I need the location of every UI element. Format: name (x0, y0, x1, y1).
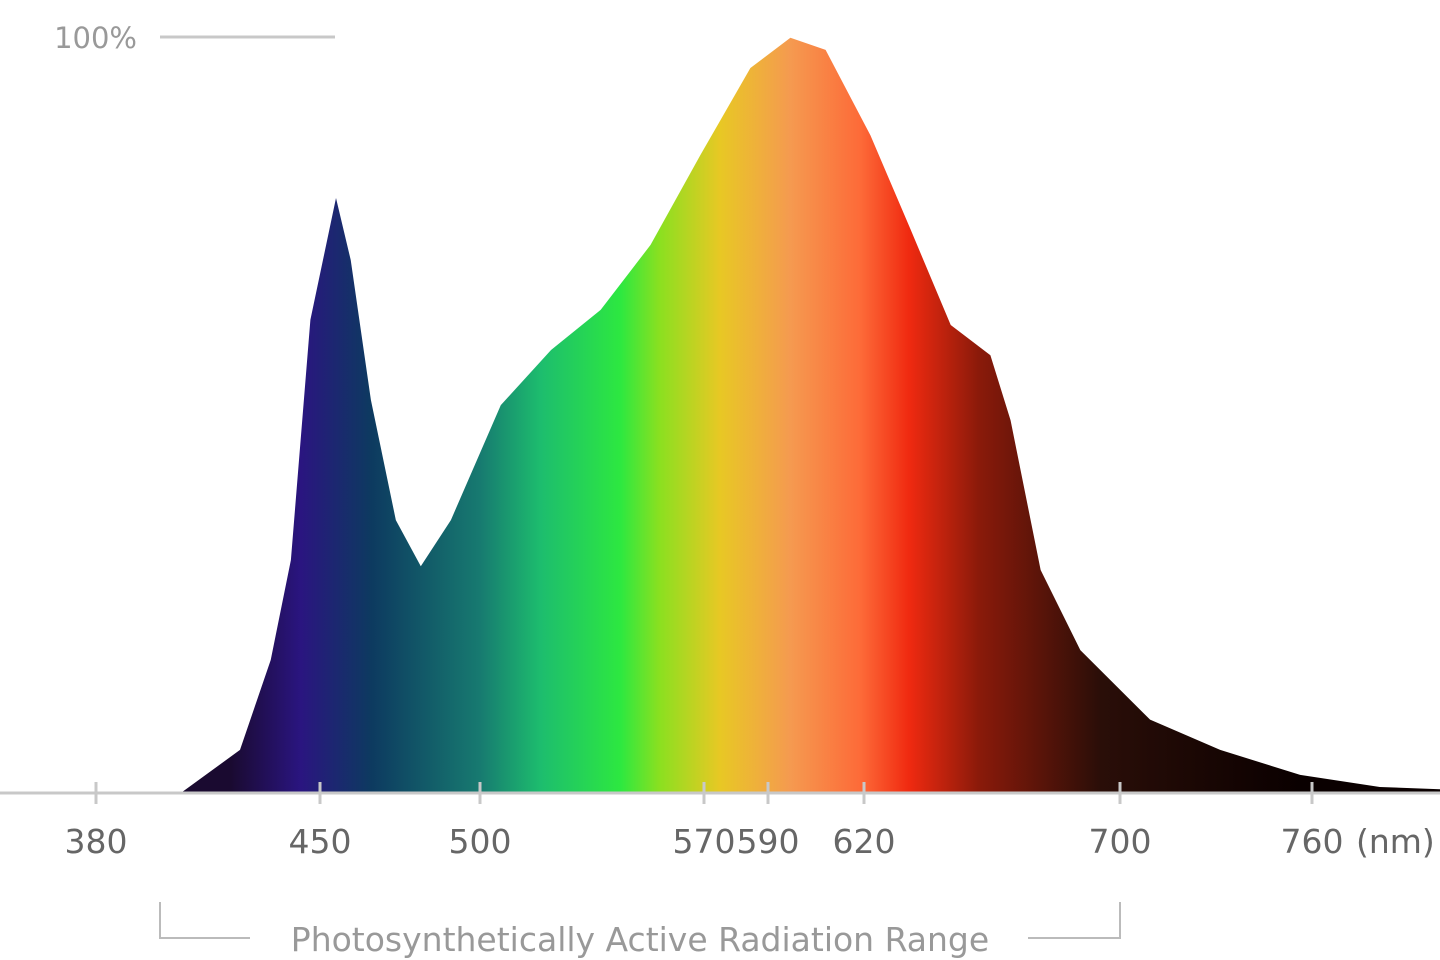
y-tick-label: 100% (54, 21, 137, 55)
x-tick-label: 570 (673, 822, 736, 861)
range-label: Photosynthetically Active Radiation Rang… (291, 920, 989, 959)
x-tick-label: 760 (1281, 822, 1344, 861)
x-tick-label: 450 (289, 822, 352, 861)
x-tick-label: 590 (737, 822, 800, 861)
x-tick-label: 700 (1089, 822, 1152, 861)
x-tick-label: 620 (833, 822, 896, 861)
x-tick-label: 500 (449, 822, 512, 861)
range-bracket-left (159, 902, 250, 939)
x-axis-unit: (nm) (1356, 822, 1435, 861)
x-tick-label: 380 (65, 822, 128, 861)
range-bracket-right (1028, 902, 1121, 939)
spectrum-area (180, 37, 1440, 794)
